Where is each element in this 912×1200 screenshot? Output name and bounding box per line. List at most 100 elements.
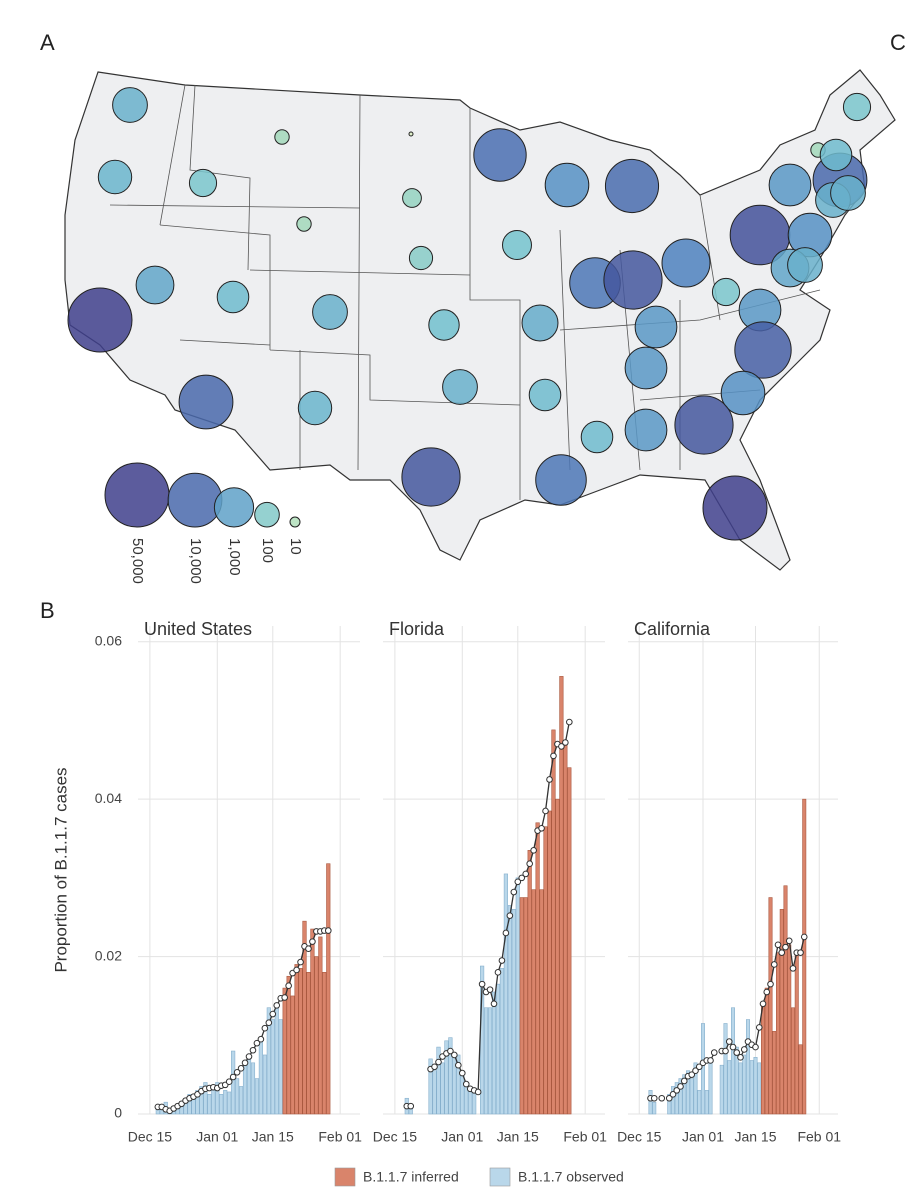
bubble <box>297 390 333 426</box>
trend-point <box>755 1024 763 1031</box>
bar <box>727 1060 732 1115</box>
trend-point <box>253 1039 261 1047</box>
bar <box>547 810 552 1115</box>
size-legend-label: 50,000 <box>129 538 146 584</box>
trend-point <box>506 912 514 919</box>
bar <box>527 850 532 1115</box>
trend-point <box>665 1094 673 1102</box>
bubble <box>787 247 823 283</box>
bar <box>322 972 327 1115</box>
bubble <box>711 277 741 307</box>
bar <box>487 1007 493 1115</box>
trend-point <box>431 1063 438 1071</box>
bubble <box>502 230 532 260</box>
bar <box>761 1003 765 1115</box>
bar <box>499 968 505 1115</box>
trend-point <box>498 957 506 964</box>
bubble <box>720 370 766 416</box>
trend-point <box>241 1059 249 1067</box>
bar <box>535 822 540 1115</box>
bar <box>519 897 524 1115</box>
trend-point <box>458 1069 466 1077</box>
bar <box>310 928 315 1115</box>
bar <box>436 1046 441 1115</box>
trend-point <box>265 1019 273 1026</box>
trend-point <box>502 929 510 937</box>
bubble <box>702 475 768 541</box>
bubble <box>661 238 711 288</box>
trend-point <box>767 980 774 988</box>
bar <box>302 920 307 1115</box>
bar <box>491 991 497 1115</box>
trend-point <box>680 1077 688 1085</box>
bubble <box>521 304 559 342</box>
facet-title: United States <box>144 619 252 639</box>
trend-point <box>562 739 569 746</box>
trend-point <box>725 1038 733 1045</box>
bar <box>652 1101 657 1115</box>
bar <box>693 1062 698 1115</box>
bar <box>223 1090 228 1115</box>
trend-point <box>478 980 486 988</box>
bar <box>742 1054 747 1115</box>
trend-point <box>733 1049 741 1056</box>
bar <box>495 983 501 1115</box>
x-tick-label: Jan 15 <box>252 1129 294 1145</box>
bar <box>262 1054 267 1115</box>
y-tick-label: 0.06 <box>95 632 122 648</box>
bar <box>723 1023 728 1115</box>
trend-point <box>225 1078 233 1086</box>
bar <box>238 1086 244 1115</box>
bar <box>749 1060 754 1115</box>
trend-point <box>285 982 292 990</box>
x-tick-label: Jan 01 <box>441 1129 483 1145</box>
trend-point <box>558 743 565 750</box>
bar <box>697 1090 702 1115</box>
bar <box>278 1019 283 1115</box>
trend-point <box>530 847 537 854</box>
trend-point <box>249 1046 257 1054</box>
trend-point <box>722 1047 729 1055</box>
bar <box>682 1074 687 1115</box>
bar <box>708 1062 713 1115</box>
trend-point <box>486 986 494 993</box>
trend-point <box>710 1049 718 1056</box>
bar <box>448 1037 453 1115</box>
bar <box>432 1070 437 1115</box>
bar <box>559 676 564 1115</box>
bar <box>483 1007 489 1115</box>
bubble <box>135 265 175 305</box>
bar <box>199 1086 204 1115</box>
bar <box>791 1007 795 1115</box>
bar <box>314 956 319 1115</box>
bar <box>539 889 544 1115</box>
bubble <box>624 408 668 452</box>
trend-point <box>522 870 530 878</box>
bubble <box>112 87 148 123</box>
trend-point <box>778 949 786 956</box>
bar <box>686 1070 690 1115</box>
bubble <box>734 321 792 379</box>
bar <box>543 826 548 1115</box>
size-legend-bubble <box>167 472 223 528</box>
bubble <box>604 158 660 214</box>
trend-point <box>752 1043 759 1051</box>
trend-point <box>785 937 793 945</box>
trend-point <box>510 888 518 896</box>
trend-point <box>782 943 789 951</box>
size-legend-label: 100 <box>259 538 276 563</box>
x-tick-label: Jan 01 <box>196 1129 238 1145</box>
bar <box>472 1091 477 1115</box>
bar <box>318 936 323 1115</box>
bar <box>515 877 520 1115</box>
trend-point <box>309 938 316 945</box>
bar <box>219 1094 224 1115</box>
trend-point <box>650 1094 658 1102</box>
trend-point <box>245 1053 253 1060</box>
trend-point <box>237 1065 245 1072</box>
trend-point <box>740 1046 748 1053</box>
bar <box>246 1057 252 1115</box>
trend-point <box>695 1063 703 1071</box>
trend-point <box>542 807 549 815</box>
